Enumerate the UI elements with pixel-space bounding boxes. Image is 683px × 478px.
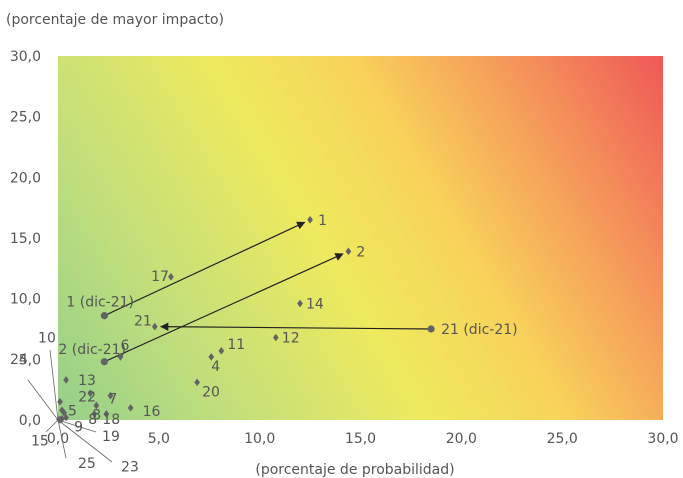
- x-axis-ticks: 0,0 5,0 10,0 15,0 20,0 25,0 30,0: [47, 431, 679, 447]
- data-point: [127, 404, 134, 412]
- data-point: [59, 406, 65, 415]
- point-label: 18: [102, 412, 120, 428]
- data-point: [345, 247, 352, 256]
- leader-line: [45, 419, 59, 433]
- y-axis-ticks: 0,0 5,0 10,0 15,0 20,0 25,0 30,0: [10, 49, 41, 429]
- x-tick-label: 0,0: [47, 431, 69, 447]
- data-point: [218, 347, 225, 355]
- data-point: [63, 376, 69, 384]
- point-label: 24: [10, 352, 28, 368]
- point-label: 25: [78, 456, 96, 472]
- x-tick-label: 20,0: [446, 431, 477, 447]
- point-label: 9: [74, 420, 83, 436]
- data-point: [63, 413, 69, 422]
- data-point: [151, 322, 158, 331]
- point-label: 1: [318, 213, 327, 229]
- arrow: [159, 322, 432, 331]
- x-tick-label: 5,0: [148, 431, 170, 447]
- point-label: 4: [211, 359, 220, 375]
- data-point: [297, 299, 303, 308]
- y-axis-title: (porcentaje de mayor impacto): [6, 12, 224, 28]
- x-tick-label: 25,0: [547, 431, 578, 447]
- point-label: 11: [227, 337, 245, 353]
- data-point: [58, 415, 64, 424]
- data-point: [57, 398, 63, 406]
- point-label: 5: [68, 404, 77, 420]
- data-point: [103, 410, 110, 418]
- arrow: [104, 221, 306, 317]
- data-point: [117, 353, 124, 361]
- y-tick-label: 0,0: [19, 413, 41, 429]
- y-tick-label: 30,0: [10, 49, 41, 65]
- point-label: 10: [38, 330, 56, 346]
- reference-point: [100, 358, 108, 366]
- x-axis-title: (porcentaje de probabilidad): [255, 462, 454, 478]
- point-label: 6: [121, 338, 130, 354]
- y-tick-label: 20,0: [10, 170, 41, 186]
- data-point: [168, 273, 174, 281]
- y-tick-label: 15,0: [10, 231, 41, 247]
- point-label: 3: [92, 407, 101, 423]
- x-tick-label: 10,0: [244, 431, 275, 447]
- point-label: 13: [78, 373, 96, 389]
- point-label: 12: [282, 330, 300, 346]
- point-label: 16: [143, 404, 161, 420]
- point-label: 19: [102, 429, 120, 445]
- data-point: [272, 333, 279, 342]
- reference-label: 21 (dic-21): [441, 322, 518, 338]
- data-point: [208, 353, 215, 361]
- point-label: 22: [78, 389, 96, 405]
- reference-point: [427, 325, 435, 333]
- point-label: 17: [151, 269, 169, 285]
- point-label: 2: [356, 244, 365, 260]
- data-point: [91, 410, 98, 418]
- y-tick-label: 10,0: [10, 292, 41, 308]
- leader-line: [27, 379, 59, 421]
- point-label: 20: [202, 384, 220, 400]
- arrow: [104, 253, 344, 363]
- leader-lines: [27, 349, 113, 463]
- point-label: 14: [306, 297, 324, 313]
- leader-line: [57, 419, 67, 459]
- point-label: 21: [134, 314, 152, 330]
- data-point: [107, 391, 114, 400]
- x-tick-label: 30,0: [647, 431, 678, 447]
- reference-label: 2 (dic-21): [58, 342, 126, 358]
- data-point: [307, 216, 313, 224]
- data-point: [93, 401, 100, 410]
- leader-line: [57, 419, 113, 463]
- reference-point: [100, 312, 108, 320]
- point-label: 15: [31, 433, 49, 449]
- point-label: 8: [88, 412, 97, 428]
- x-tick-label: 15,0: [345, 431, 376, 447]
- leader-line: [57, 419, 97, 433]
- data-point: [194, 378, 200, 387]
- y-tick-label: 25,0: [10, 110, 41, 126]
- y-tick-label: 5,0: [19, 352, 41, 368]
- leader-line: [49, 349, 59, 421]
- reference-label: 1 (dic-21): [66, 295, 134, 311]
- data-points: [56, 216, 435, 424]
- arrows: [104, 221, 432, 363]
- point-label: 7: [108, 392, 117, 408]
- data-point: [87, 389, 94, 398]
- point-label: 23: [121, 459, 139, 475]
- plot-area: [58, 56, 663, 420]
